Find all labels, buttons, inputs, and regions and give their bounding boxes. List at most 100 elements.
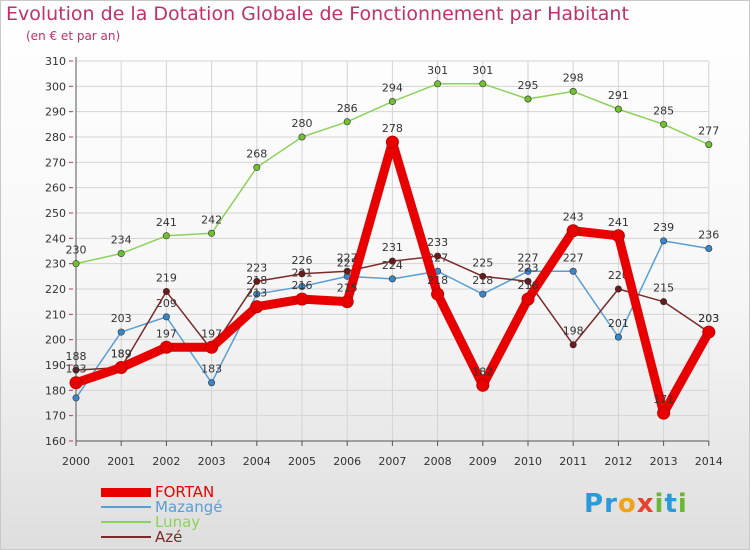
y-tick-label: 230 [45, 258, 66, 271]
data-label: 203 [111, 312, 132, 325]
data-point [569, 267, 577, 275]
data-point [159, 340, 173, 354]
data-point [566, 224, 580, 238]
data-point [524, 95, 532, 103]
y-tick-label: 160 [45, 435, 66, 448]
data-point [388, 257, 396, 265]
x-tick-label: 2012 [604, 455, 632, 468]
logo-letter: t [664, 489, 678, 519]
data-point [72, 260, 80, 268]
x-tick-label: 2007 [378, 455, 406, 468]
data-point [705, 141, 713, 149]
data-label: 243 [563, 211, 584, 224]
data-label: 295 [518, 79, 539, 92]
x-tick-label: 2014 [695, 455, 723, 468]
data-label: 225 [472, 256, 493, 269]
legend-swatch [101, 536, 151, 538]
legend-label: Mazangé [155, 498, 223, 516]
data-label: 227 [518, 251, 539, 264]
data-point [205, 340, 219, 354]
data-label: 298 [563, 71, 584, 84]
data-point [660, 298, 668, 306]
data-point [660, 120, 668, 128]
data-label: 291 [608, 89, 629, 102]
legend-swatch [101, 521, 151, 523]
data-label: 223 [518, 261, 539, 274]
data-label: 216 [518, 279, 539, 292]
y-tick-label: 250 [45, 207, 66, 220]
data-point [298, 133, 306, 141]
x-tick-label: 2011 [559, 455, 587, 468]
data-label: 203 [698, 312, 719, 325]
data-point [657, 406, 671, 420]
logo-letter: P [584, 489, 605, 519]
chart-title: Evolution de la Dotation Globale de Fonc… [6, 3, 629, 25]
x-tick-label: 2004 [243, 455, 271, 468]
data-point [298, 282, 306, 290]
data-point [434, 252, 442, 260]
data-point [614, 285, 622, 293]
data-point [476, 378, 490, 392]
data-point [524, 267, 532, 275]
chart-subtitle: (en € et par an) [26, 29, 121, 43]
data-label: 225 [337, 256, 358, 269]
y-tick-label: 170 [45, 410, 66, 423]
data-point [388, 275, 396, 283]
data-label: 203 [698, 312, 719, 325]
data-point [479, 272, 487, 280]
data-label: 188 [66, 350, 87, 363]
data-label: 268 [246, 147, 267, 160]
data-point [521, 292, 535, 306]
x-tick-label: 2005 [288, 455, 316, 468]
data-label: 215 [337, 282, 358, 295]
y-tick-label: 200 [45, 334, 66, 347]
data-point [298, 270, 306, 278]
x-tick-label: 2001 [107, 455, 135, 468]
data-label: 201 [608, 317, 629, 330]
legend-swatch [101, 506, 151, 508]
data-point [479, 290, 487, 298]
legend-label: Azé [155, 528, 183, 546]
x-tick-label: 2000 [62, 455, 90, 468]
data-point [72, 394, 80, 402]
data-label: 239 [653, 221, 674, 234]
data-point [208, 229, 216, 237]
data-label: 215 [653, 282, 674, 295]
data-point [479, 80, 487, 88]
data-point [253, 277, 261, 285]
data-point [253, 163, 261, 171]
data-label: 277 [698, 125, 719, 138]
data-label: 227 [337, 251, 358, 264]
data-point [614, 105, 622, 113]
legend-label: Lunay [155, 513, 201, 531]
data-label: 280 [292, 117, 313, 130]
x-tick-label: 2006 [333, 455, 361, 468]
data-point [162, 288, 170, 296]
data-label: 230 [66, 244, 87, 257]
data-label: 234 [111, 234, 132, 247]
data-label: 242 [201, 213, 222, 226]
x-tick-label: 2009 [469, 455, 497, 468]
data-point [250, 300, 264, 314]
data-label: 233 [427, 236, 448, 249]
data-label: 216 [292, 279, 313, 292]
y-tick-label: 220 [45, 283, 66, 296]
y-tick-label: 240 [45, 232, 66, 245]
logo-letter: x [636, 489, 655, 519]
data-point [117, 328, 125, 336]
data-label: 294 [382, 82, 403, 95]
proxiti-logo: Proxiti [584, 489, 688, 519]
data-point [702, 325, 716, 339]
data-point [343, 267, 351, 275]
data-point [431, 287, 445, 301]
data-point [72, 366, 80, 374]
data-label: 197 [156, 327, 177, 340]
data-label: 231 [382, 241, 403, 254]
data-point [660, 237, 668, 245]
data-label: 171 [653, 393, 674, 406]
data-point [117, 250, 125, 258]
y-tick-label: 280 [45, 131, 66, 144]
logo-letter: i [677, 489, 688, 519]
